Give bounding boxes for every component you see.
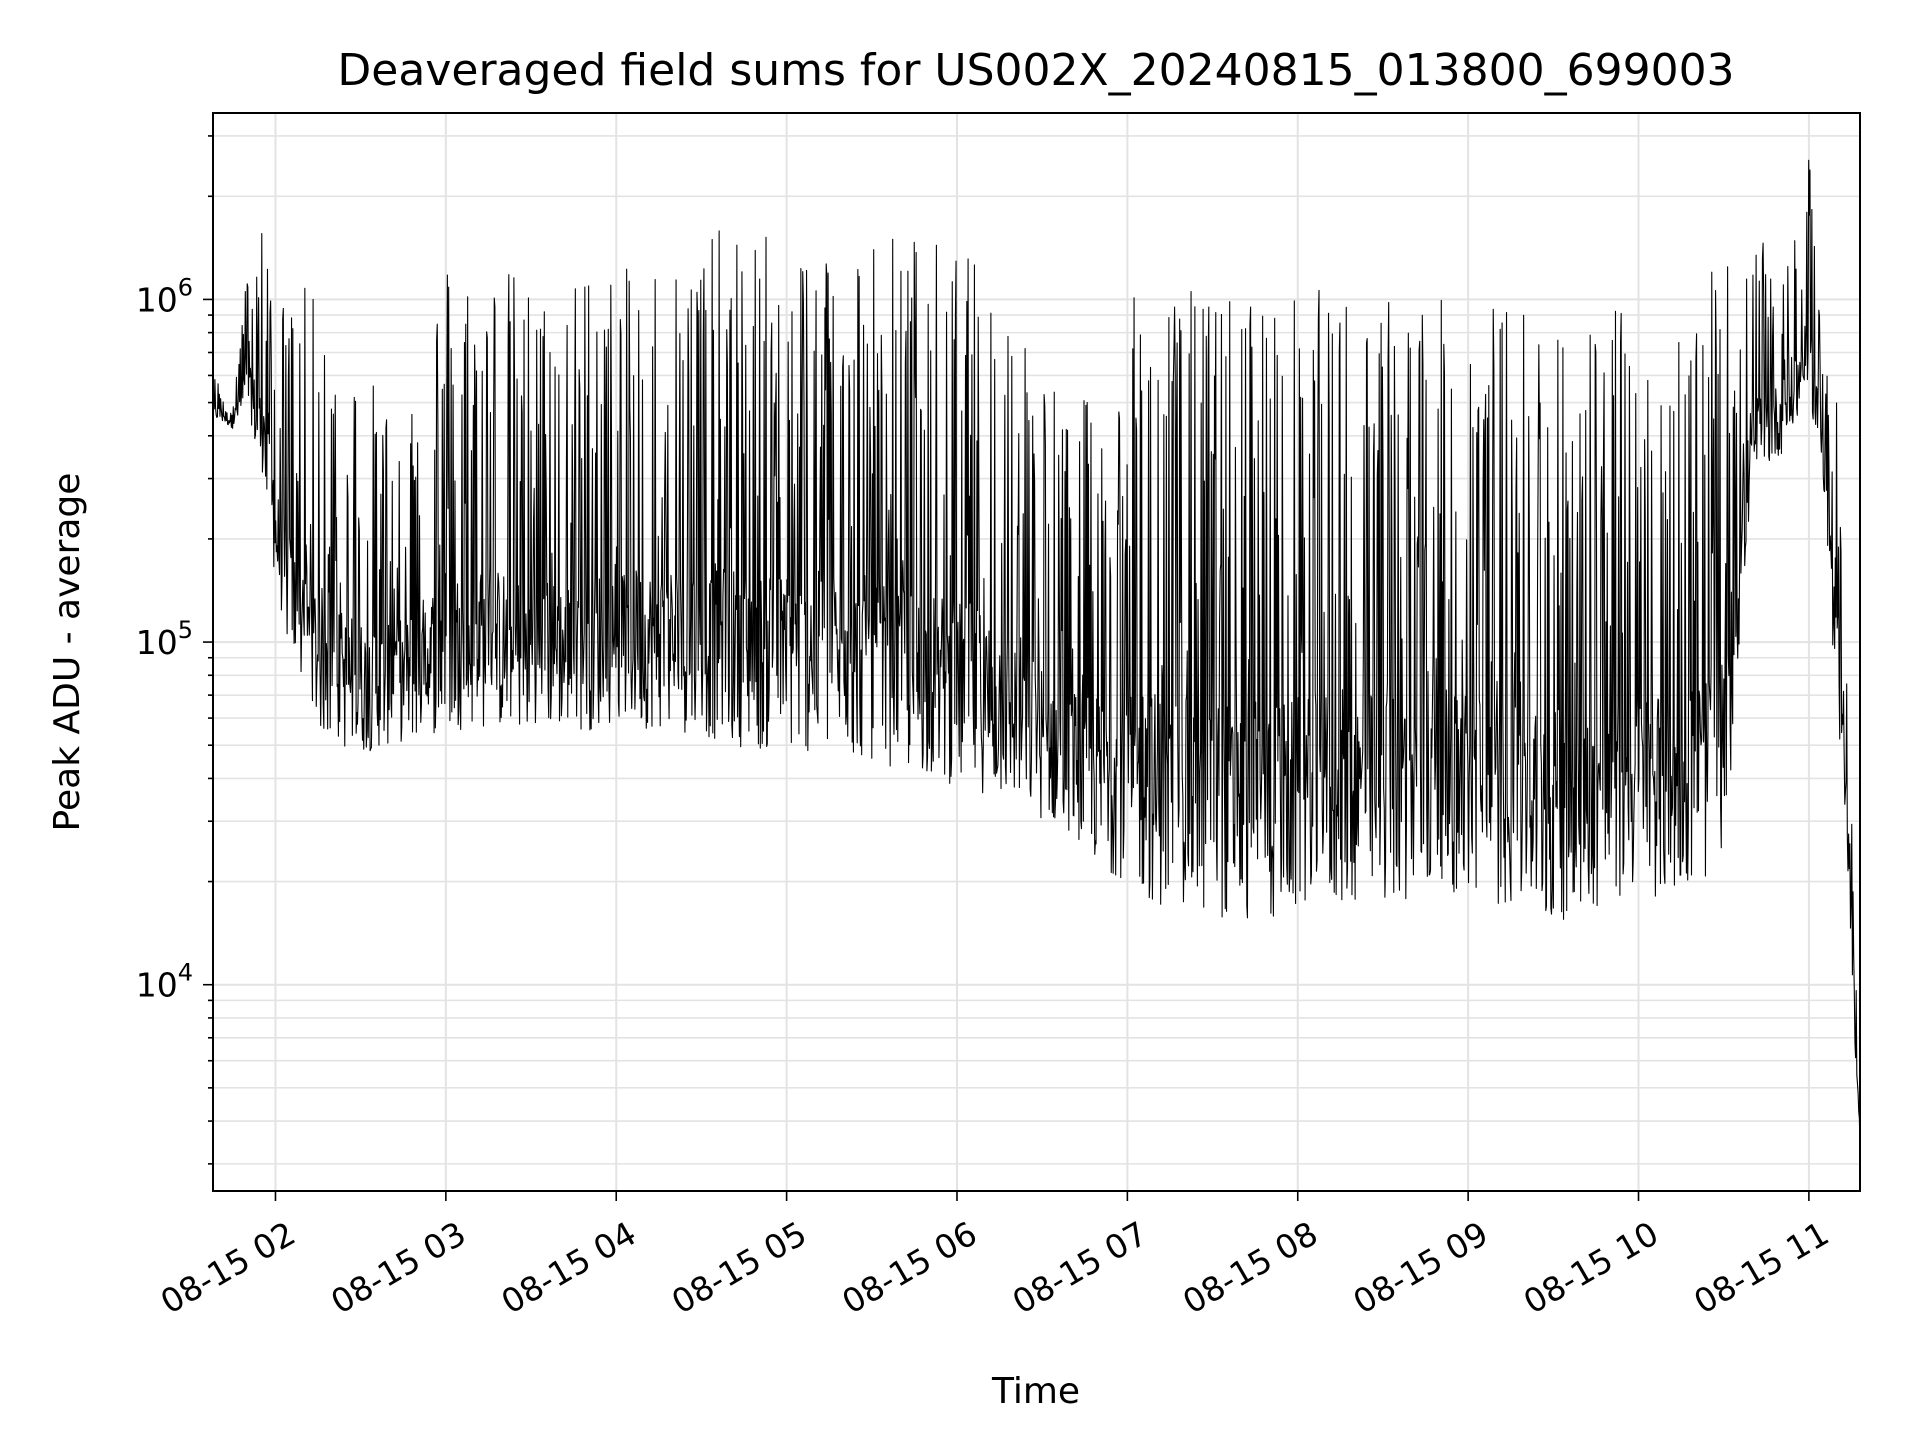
x-axis-label: Time bbox=[991, 1371, 1080, 1412]
series-layer bbox=[212, 159, 1861, 1153]
y-tick-label-exponent: 5 bbox=[178, 616, 193, 644]
y-tick-label: 104 bbox=[136, 959, 193, 1005]
y-tick-label: 105 bbox=[136, 616, 193, 662]
y-tick-label-base: 10 bbox=[136, 966, 178, 1005]
plot-frame bbox=[212, 112, 1861, 1192]
y-tick-label-base: 10 bbox=[136, 280, 178, 319]
chart-title: Deaveraged field sums for US002X_2024081… bbox=[337, 45, 1734, 96]
y-tick-label: 106 bbox=[136, 273, 193, 319]
series-line bbox=[212, 159, 1861, 1153]
y-axis-label: Peak ADU - average bbox=[47, 473, 88, 832]
y-tick-label-exponent: 6 bbox=[178, 273, 193, 301]
y-tick-label-exponent: 4 bbox=[178, 959, 193, 987]
y-tick-label-base: 10 bbox=[136, 623, 178, 662]
